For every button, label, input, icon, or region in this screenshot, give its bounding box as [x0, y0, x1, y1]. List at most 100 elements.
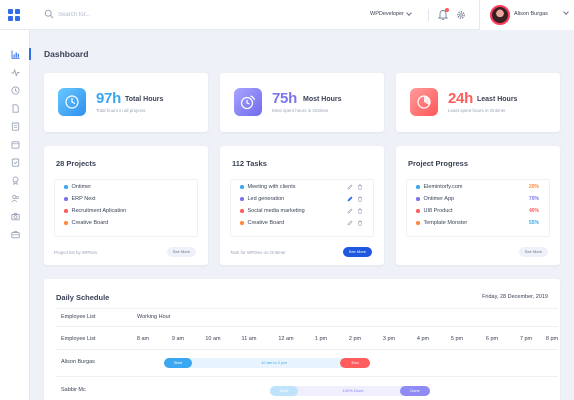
- list-item[interactable]: Led generation: [240, 196, 284, 202]
- task-list: [230, 179, 374, 237]
- status-dot: [64, 209, 68, 213]
- edit-icon[interactable]: [347, 196, 353, 202]
- task-actions: [347, 196, 363, 202]
- status-dot: [240, 209, 244, 213]
- hour-label: 2 pm: [348, 336, 362, 342]
- list-item[interactable]: Template Monster: [416, 220, 467, 226]
- divider: [56, 376, 558, 377]
- clock-icon: [234, 88, 262, 116]
- sidebar-item-dashboard[interactable]: [0, 45, 31, 63]
- search-input[interactable]: [58, 8, 178, 22]
- sidebar-item-screenshots[interactable]: [0, 207, 30, 225]
- task-name: Social media marketing: [247, 208, 305, 214]
- project-name: Creative Board: [71, 220, 109, 226]
- list-item[interactable]: UI8 Product: [416, 208, 453, 214]
- file-icon: [12, 103, 19, 113]
- list-icon: [11, 122, 19, 131]
- divider: [428, 9, 429, 21]
- status-dot: [416, 209, 420, 213]
- card-title: Project Progress: [408, 159, 469, 168]
- bell-icon[interactable]: [438, 9, 448, 21]
- list-item[interactable]: Social media marketing: [240, 208, 305, 214]
- list-item[interactable]: ERP Next: [64, 196, 96, 202]
- list-item[interactable]: Elemintorfy.com: [416, 184, 463, 190]
- card-title: Daily Schedule: [56, 293, 110, 302]
- search-icon: [44, 9, 54, 19]
- briefcase-icon: [10, 230, 20, 238]
- trash-icon[interactable]: [357, 220, 363, 226]
- start-marker: Start: [164, 358, 192, 368]
- hour-label: 9 am: [171, 336, 185, 342]
- stat-card-most-hours: 75h Most Hours Most spent hours in Ontim…: [220, 73, 384, 132]
- card-footer: Task for WPDev on Ontimer: [230, 250, 286, 255]
- status-dot: [64, 197, 68, 201]
- schedule-bar[interactable]: [270, 386, 430, 396]
- list-item[interactable]: Recruitment Aplication: [64, 208, 126, 214]
- users-icon: [10, 194, 19, 202]
- list-item[interactable]: Meeting with clients: [240, 184, 296, 190]
- top-bar: WPDeveloper Alison Burgas: [0, 0, 574, 30]
- end-marker: End: [340, 358, 370, 368]
- checklist-icon: [11, 158, 19, 167]
- list-item[interactable]: Creative Board: [64, 220, 108, 226]
- list-item[interactable]: Ontimer: [64, 184, 91, 190]
- stat-label: Total Hours: [125, 96, 164, 103]
- stat-label: Most Hours: [303, 96, 342, 103]
- user-profile-menu[interactable]: Alison Burgas: [480, 0, 574, 30]
- see-more-button[interactable]: See More: [342, 247, 372, 257]
- project-name: UI8 Product: [423, 208, 453, 214]
- avatar[interactable]: [490, 5, 510, 25]
- hour-label: 8 am: [136, 336, 150, 342]
- user-name: Alison Burgas: [514, 11, 548, 17]
- project-name: Recruitment Aplication: [71, 208, 127, 214]
- hour-label: 3 pm: [382, 336, 396, 342]
- trash-icon[interactable]: [357, 208, 363, 214]
- task-actions: [347, 184, 363, 190]
- hour-label: 6 pm: [485, 336, 499, 342]
- status-dot: [240, 197, 244, 201]
- schedule-bar[interactable]: [164, 358, 370, 368]
- see-more-button[interactable]: See More: [166, 247, 196, 257]
- list-item[interactable]: Ontimer App: [416, 196, 454, 202]
- stat-card-least-hours: 24h Least Hours Least spent hours in Ont…: [396, 73, 560, 132]
- hour-label: 12 am: [278, 336, 294, 342]
- sidebar-item-projects[interactable]: [0, 225, 30, 243]
- task-actions: [347, 220, 363, 226]
- gear-icon[interactable]: [456, 10, 466, 20]
- app-logo-icon[interactable]: [8, 9, 20, 21]
- divider: [56, 349, 558, 350]
- employee-list-label: Employee List: [61, 336, 96, 342]
- sidebar-item-activity[interactable]: [0, 63, 30, 81]
- project-progress-card: Project Progress Elemintorfy.com 20% Ont…: [396, 146, 560, 265]
- edit-icon[interactable]: [347, 184, 353, 190]
- see-more-button[interactable]: See More: [518, 247, 548, 257]
- list-item[interactable]: Creative Board: [240, 220, 284, 226]
- bar-chart-icon: [11, 50, 19, 59]
- status-dot: [240, 221, 244, 225]
- sidebar-item-timer[interactable]: [0, 81, 30, 99]
- project-list: [54, 179, 198, 237]
- chevron-down-icon: [406, 10, 412, 16]
- chevron-down-icon: [563, 9, 569, 15]
- sidebar-item-lists[interactable]: [0, 117, 30, 135]
- stat-value: 24h: [448, 90, 473, 107]
- sidebar-item-calendar[interactable]: [0, 135, 30, 153]
- sidebar-item-team[interactable]: [0, 189, 30, 207]
- clock-icon: [410, 88, 438, 116]
- progress-percent: 55%: [528, 220, 539, 226]
- card-footer: Project list by WPDev: [54, 250, 98, 255]
- employee-name: Sabbir Mc: [61, 387, 86, 393]
- trash-icon[interactable]: [357, 184, 363, 190]
- workspace-selector[interactable]: WPDeveloper: [370, 10, 412, 17]
- stat-value: 75h: [272, 90, 297, 107]
- stat-subtitle: Most spent hours in Ontimer: [272, 108, 329, 113]
- sidebar-item-files[interactable]: [0, 99, 30, 117]
- clock-icon: [58, 88, 86, 116]
- start-marker: Start: [270, 386, 298, 396]
- edit-icon[interactable]: [347, 220, 353, 226]
- sidebar-item-awards[interactable]: [0, 171, 30, 189]
- edit-icon[interactable]: [347, 208, 353, 214]
- schedule-range: 100% Done: [342, 388, 364, 393]
- trash-icon[interactable]: [357, 196, 363, 202]
- sidebar-item-tasks[interactable]: [0, 153, 30, 171]
